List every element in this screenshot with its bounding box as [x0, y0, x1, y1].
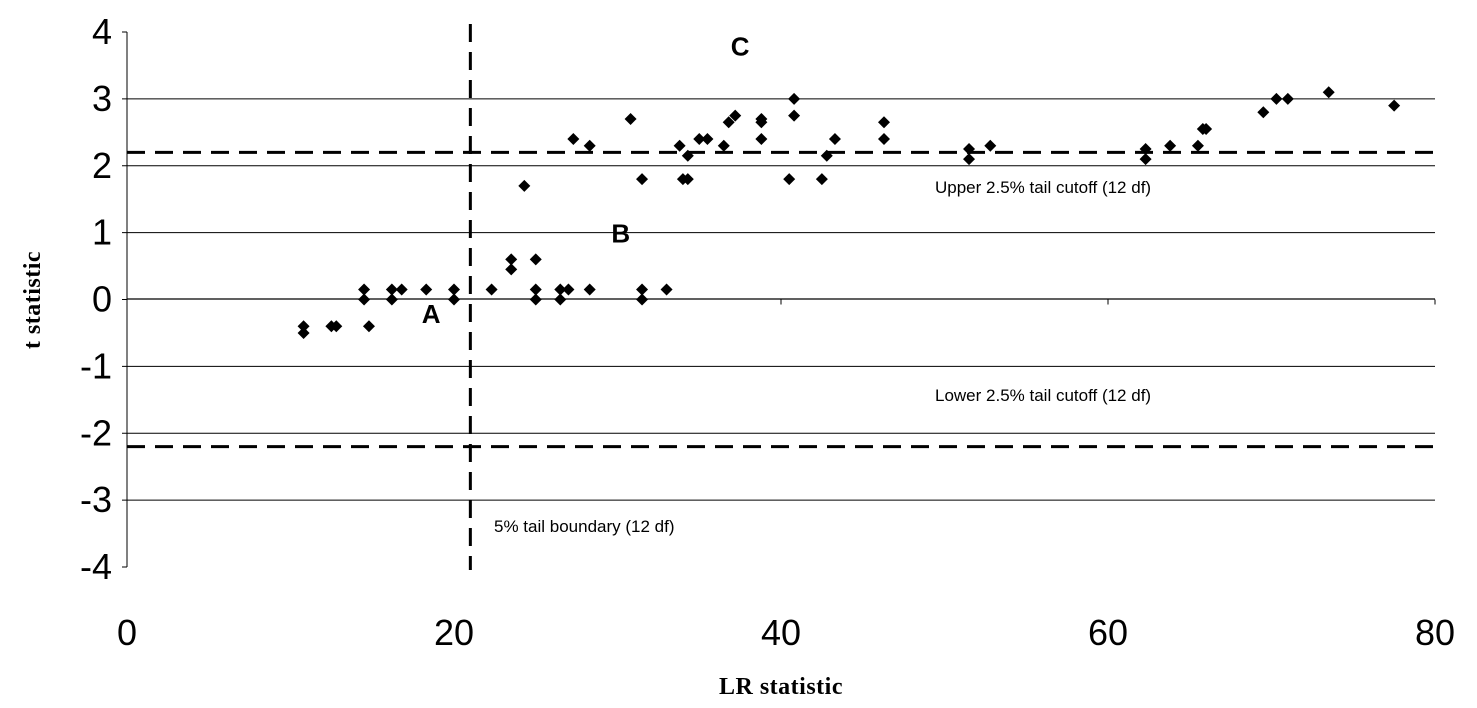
data-point: [297, 320, 310, 333]
data-point: [362, 320, 375, 333]
data-point: [722, 116, 735, 129]
data-point: [1191, 139, 1204, 152]
data-point: [878, 133, 891, 145]
data-point: [1257, 106, 1270, 119]
data-point: [1139, 143, 1152, 156]
data-point: [636, 173, 649, 186]
data-point: [395, 283, 408, 296]
data-point: [567, 133, 580, 145]
lower-cutoff-label: Lower 2.5% tail cutoff (12 df): [935, 386, 1151, 405]
data-point: [1164, 139, 1177, 152]
data-point: [358, 293, 371, 306]
point-label-a: A: [422, 299, 441, 329]
data-point: [755, 116, 768, 129]
data-point: [660, 283, 673, 296]
data-point: [448, 293, 460, 306]
data-point: [984, 139, 997, 152]
point-label-b: B: [611, 219, 630, 249]
y-tick-label: 3: [92, 78, 112, 119]
x-tick-label: 60: [1088, 612, 1128, 653]
data-point: [358, 283, 371, 296]
reference-lines: [127, 24, 1435, 570]
data-point: [878, 116, 891, 129]
data-point: [681, 173, 694, 186]
x-tick-label: 40: [761, 612, 801, 653]
data-point: [583, 139, 596, 152]
y-tick-label: -1: [80, 345, 112, 386]
data-point: [963, 153, 976, 166]
data-point: [788, 109, 801, 122]
axes: [126, 32, 1435, 567]
data-point: [788, 92, 801, 105]
data-points: [297, 86, 1401, 339]
y-tick-label: -4: [80, 546, 112, 587]
data-point: [485, 283, 498, 296]
data-point: [1388, 99, 1401, 112]
data-point: [636, 283, 649, 296]
data-point: [1322, 86, 1335, 99]
data-point: [636, 293, 649, 306]
x-axis-title: LR statistic: [719, 674, 843, 700]
data-point: [820, 149, 833, 162]
y-axis-title: t statistic: [20, 251, 46, 349]
point-label-c: C: [731, 31, 750, 61]
data-point: [330, 320, 343, 333]
y-tick-label: 0: [92, 279, 112, 320]
data-point: [1139, 153, 1152, 166]
data-point: [963, 143, 976, 156]
data-point: [505, 253, 518, 266]
data-point: [783, 173, 796, 186]
data-point: [815, 173, 828, 186]
data-point: [583, 283, 596, 296]
data-point: [701, 133, 714, 145]
data-point: [729, 109, 742, 122]
data-point: [554, 283, 567, 296]
data-point: [828, 133, 841, 145]
data-point: [562, 283, 575, 296]
data-point: [529, 253, 542, 266]
y-tick-label: 4: [92, 11, 112, 52]
y-tick-label: -2: [80, 412, 112, 453]
data-point: [529, 293, 542, 306]
data-point: [624, 112, 637, 125]
data-point: [385, 293, 398, 306]
tail-boundary-label: 5% tail boundary (12 df): [494, 517, 675, 536]
x-tick-label: 20: [434, 612, 474, 653]
y-tick-label: 2: [92, 145, 112, 186]
data-point: [1281, 92, 1294, 105]
data-point: [554, 293, 567, 306]
data-point: [529, 283, 542, 296]
y-tick-label: 1: [92, 212, 112, 253]
data-point: [673, 139, 686, 152]
data-point: [717, 139, 730, 152]
upper-cutoff-label: Upper 2.5% tail cutoff (12 df): [935, 178, 1151, 197]
x-tick-label: 80: [1415, 612, 1455, 653]
data-point: [693, 133, 706, 145]
x-tick-label: 0: [117, 612, 137, 653]
data-point: [755, 133, 768, 145]
y-tick-label: -3: [80, 479, 112, 520]
data-point: [1200, 122, 1213, 135]
data-point: [1270, 92, 1283, 105]
data-point: [681, 149, 694, 162]
data-point: [420, 283, 433, 296]
data-point: [385, 283, 398, 296]
data-point: [518, 179, 531, 192]
data-point: [448, 283, 460, 296]
grid-lines: [122, 31, 1436, 568]
data-point: [505, 263, 518, 276]
data-point: [297, 326, 310, 339]
